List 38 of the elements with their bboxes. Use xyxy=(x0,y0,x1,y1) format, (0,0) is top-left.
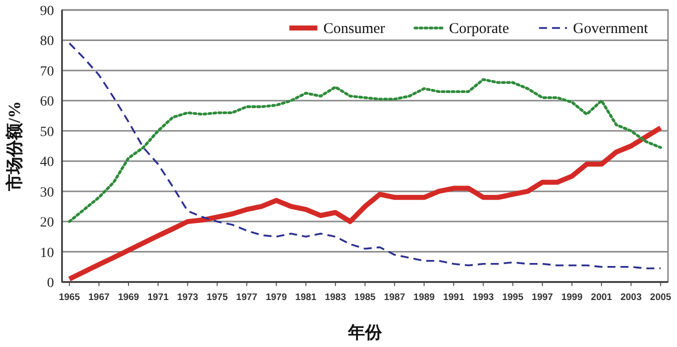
x-tick-label: 1999 xyxy=(561,292,582,303)
x-tick-label: 1965 xyxy=(58,292,81,303)
x-tick-label: 1981 xyxy=(295,292,318,303)
y-tick-label: 0 xyxy=(47,276,54,291)
x-tick-label: 1979 xyxy=(266,292,287,303)
y-tick-label: 10 xyxy=(40,246,54,261)
y-tick-label: 30 xyxy=(40,185,54,200)
x-axis-title: 年份 xyxy=(347,323,383,342)
y-tick-label: 70 xyxy=(40,64,54,80)
y-tick-label: 90 xyxy=(40,4,54,19)
y-tick-label: 20 xyxy=(40,216,54,231)
x-tick-label: 1977 xyxy=(236,292,258,303)
x-tick-label: 1975 xyxy=(206,292,228,303)
line-series xyxy=(68,78,662,223)
x-tick-label: 1991 xyxy=(443,292,465,303)
x-tick-label: 1973 xyxy=(177,292,198,303)
x-tick-label: 2005 xyxy=(650,292,672,303)
x-tick-label: 2003 xyxy=(620,292,642,303)
legend-label: Corporate xyxy=(449,21,510,37)
line-series xyxy=(68,42,662,270)
x-tick-label: 1997 xyxy=(532,292,553,303)
y-tick-label: 40 xyxy=(40,155,54,170)
y-tick-label: 80 xyxy=(40,34,54,50)
x-tick-label: 1993 xyxy=(472,292,494,303)
x-tick-label: 1983 xyxy=(324,292,346,303)
x-tick-label: 1971 xyxy=(148,292,170,303)
y-tick-label: 50 xyxy=(40,124,54,140)
x-tick-label: 1995 xyxy=(502,292,524,303)
x-tick-label: 1969 xyxy=(118,292,140,303)
x-tick-label: 1967 xyxy=(88,292,110,303)
x-tick-label: 2001 xyxy=(590,292,613,303)
x-tick-label: 1987 xyxy=(384,292,406,303)
y-axis-title: 市场份额/% xyxy=(5,101,24,192)
legend-label: Government xyxy=(573,21,649,37)
y-tick-label: 60 xyxy=(40,94,54,110)
x-tick-label: 1989 xyxy=(414,292,435,303)
legend-label: Consumer xyxy=(323,21,386,37)
x-tick-label: 1985 xyxy=(354,292,376,303)
